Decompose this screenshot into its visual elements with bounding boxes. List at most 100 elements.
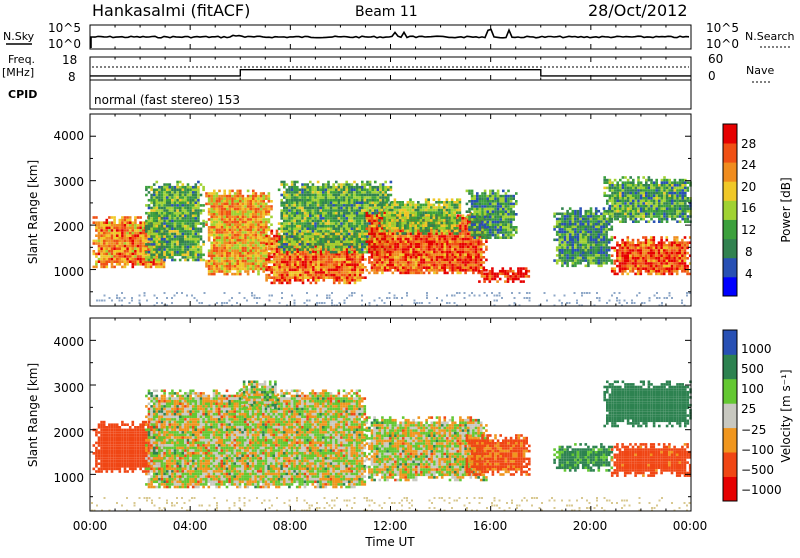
power-cell — [268, 235, 271, 238]
power-cell — [197, 212, 200, 215]
power-cell — [257, 216, 260, 219]
power-cell — [189, 233, 192, 236]
power-cell — [293, 191, 296, 194]
power-cell — [216, 252, 219, 255]
power-cell — [314, 209, 317, 212]
power-cell — [376, 230, 379, 233]
power-cell — [317, 202, 320, 205]
power-cell — [200, 222, 203, 225]
power-cell — [289, 258, 292, 261]
power-cell — [345, 243, 348, 246]
power-cell — [158, 263, 161, 266]
power-cell — [392, 238, 395, 241]
power-cell — [361, 217, 364, 220]
power-cell — [332, 189, 335, 192]
power-cell — [470, 256, 473, 259]
power-cell — [247, 270, 250, 273]
power-cell — [273, 250, 276, 253]
power-cell — [249, 265, 252, 268]
power-cell — [394, 211, 397, 214]
power-cell — [281, 258, 284, 261]
power-cell — [477, 266, 480, 269]
power-cell — [386, 238, 389, 241]
power-cell — [414, 224, 417, 227]
power-cell — [169, 215, 172, 218]
power-cell — [301, 202, 304, 205]
power-cell — [137, 245, 140, 248]
power-cell — [401, 219, 404, 222]
power-cell — [247, 226, 250, 229]
power-cell — [412, 206, 415, 209]
power-cell — [306, 248, 309, 251]
power-cell — [480, 259, 483, 262]
power-cell — [405, 243, 408, 246]
power-cell — [126, 227, 129, 230]
power-cell — [353, 207, 356, 210]
power-cell — [108, 224, 111, 227]
power-cell — [231, 205, 234, 208]
power-cell — [296, 189, 299, 192]
power-cell — [296, 230, 299, 233]
power-cell — [299, 263, 302, 266]
power-cell — [301, 248, 304, 251]
power-cell — [422, 227, 425, 230]
power-cell — [158, 220, 161, 223]
power-cell — [158, 259, 161, 262]
power-cell — [364, 238, 367, 241]
power-cell — [364, 194, 367, 197]
power-cell — [213, 268, 216, 271]
power-cell — [252, 265, 255, 268]
power-cell — [273, 243, 276, 246]
power-cell — [346, 266, 349, 269]
power-cell — [100, 263, 103, 266]
power-cell — [213, 242, 216, 245]
power-cell — [249, 242, 252, 245]
power-cell — [221, 265, 224, 268]
power-cell — [427, 230, 430, 233]
power-cell — [358, 196, 361, 199]
power-cell — [158, 222, 161, 225]
power-cell — [340, 217, 343, 220]
power-cell — [475, 248, 478, 251]
power-cell — [244, 200, 247, 203]
power-cell — [257, 223, 260, 226]
power-cell — [373, 259, 376, 262]
power-cell — [255, 231, 258, 234]
power-cell — [338, 217, 341, 220]
power-cell — [148, 215, 151, 218]
power-cell — [231, 236, 234, 239]
power-cell — [397, 256, 400, 259]
power-cell — [276, 266, 279, 269]
power-cell — [176, 228, 179, 231]
power-cell — [314, 194, 317, 197]
power-cell — [260, 252, 263, 255]
power-cell — [226, 203, 229, 206]
power-cell — [139, 224, 142, 227]
power-cell — [98, 247, 101, 250]
power-cell — [371, 253, 374, 256]
power-cell — [176, 254, 179, 257]
power-cell — [283, 207, 286, 210]
power-cell — [340, 202, 343, 205]
power-cell — [257, 226, 260, 229]
power-cell — [247, 223, 250, 226]
power-cell — [163, 266, 166, 269]
power-cell — [427, 211, 430, 214]
power-cell — [255, 249, 258, 252]
power-cell — [148, 246, 151, 249]
power-cell — [210, 221, 213, 224]
power-cell — [353, 186, 356, 189]
power-cell — [226, 223, 229, 226]
power-cell — [319, 233, 322, 236]
power-cell — [351, 261, 354, 264]
power-cell — [314, 207, 317, 210]
power-cell — [163, 225, 166, 228]
power-cell — [431, 256, 434, 259]
power-cell — [221, 252, 224, 255]
power-cell — [286, 209, 289, 212]
power-cell — [335, 246, 338, 249]
power-cell — [218, 262, 221, 265]
power-cell — [218, 213, 221, 216]
power-cell — [319, 215, 322, 218]
power-cell — [218, 197, 221, 200]
